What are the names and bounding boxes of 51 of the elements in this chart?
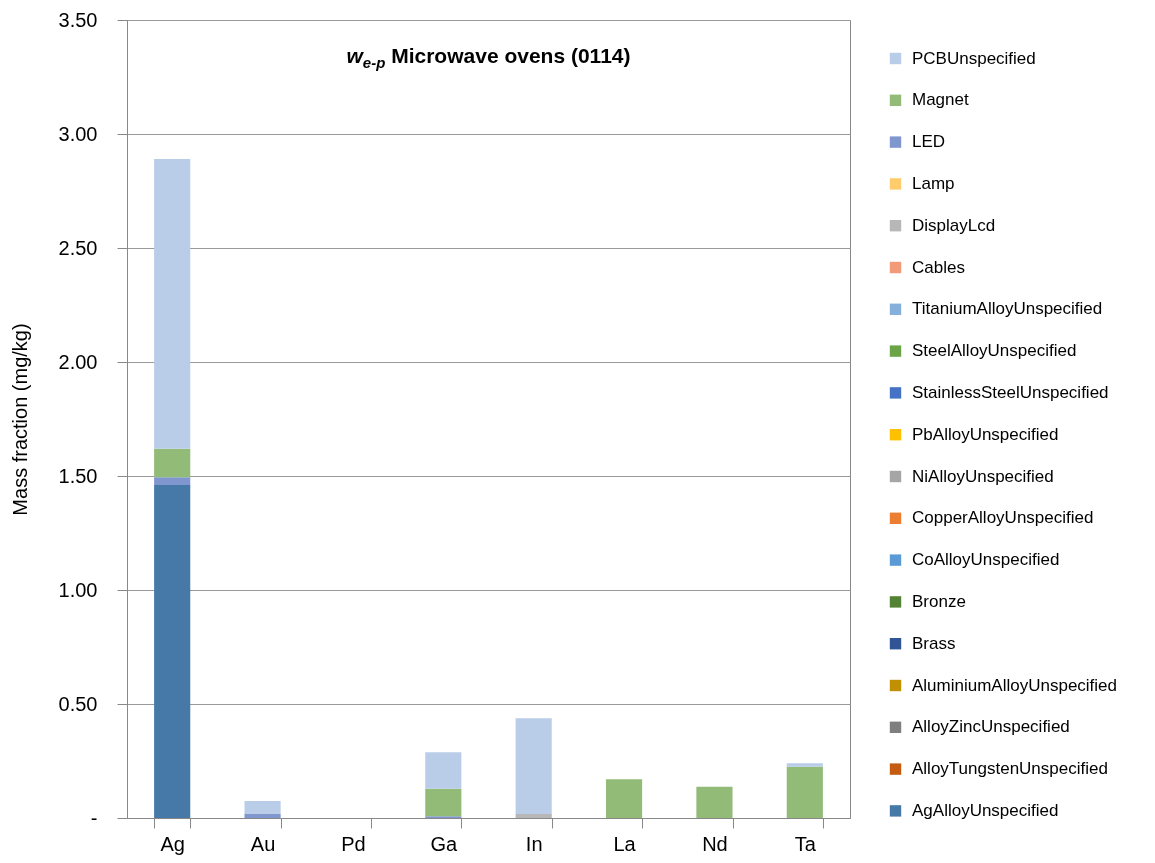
legend-label: Lamp <box>912 173 955 193</box>
legend-label: StainlessSteelUnspecified <box>912 382 1109 402</box>
legend-label: CopperAlloyUnspecified <box>912 508 1094 528</box>
text: w$_{e-p}$ Microwave ovens (0114) <box>345 44 632 72</box>
legend-label: Bronze <box>912 591 966 611</box>
x-tick-label: Pd <box>341 832 366 855</box>
y-tick-label: 3.50 <box>58 8 98 31</box>
legend-label: PbAlloyUnspecified <box>912 424 1059 444</box>
bar <box>515 813 552 818</box>
legend-label: LED <box>912 132 946 152</box>
bar <box>425 788 462 817</box>
y-tick-label: 2.00 <box>58 350 98 373</box>
legend-label: AlloyZincUnspecified <box>912 717 1070 737</box>
bar <box>154 485 191 818</box>
x-tick-label: Ag <box>160 832 185 855</box>
x-tick-label: Ta <box>794 832 817 855</box>
legend-label: Brass <box>912 633 956 653</box>
legend-label: CoAlloyUnspecified <box>912 550 1060 570</box>
x-tick-label: Au <box>250 832 276 855</box>
x-tick-label: La <box>613 832 637 855</box>
legend-label: DisplayLcd <box>912 215 996 235</box>
bar <box>786 766 823 818</box>
bar <box>154 159 191 449</box>
bar <box>425 752 462 789</box>
y-tick-label: - <box>90 806 98 829</box>
legend-label: NiAlloyUnspecified <box>912 466 1054 486</box>
legend-label: AgAlloyUnspecified <box>912 800 1059 820</box>
bar <box>786 763 823 767</box>
legend-label: AlloyTungstenUnspecified <box>912 759 1108 779</box>
bar <box>244 800 281 814</box>
legend-label: Cables <box>912 257 965 277</box>
y-axis-title: Mass fraction (mg/kg) <box>8 323 31 516</box>
bar <box>154 448 191 478</box>
legend-label: TitaniumAlloyUnspecified <box>912 299 1103 319</box>
legend-label: Magnet <box>912 90 969 110</box>
x-tick-label: Ga <box>430 832 459 855</box>
bar <box>154 477 191 486</box>
y-tick-label: 3.00 <box>58 122 98 145</box>
y-tick-label: 0.50 <box>58 692 98 715</box>
y-tick-label: 1.50 <box>58 464 98 487</box>
y-tick-label: 1.00 <box>58 578 98 601</box>
legend-label: SteelAlloyUnspecified <box>912 341 1077 361</box>
bar <box>696 786 733 818</box>
x-tick-label: In <box>525 832 543 855</box>
x-tick-label: Nd <box>702 832 728 855</box>
bar <box>605 779 643 818</box>
bar <box>515 718 552 814</box>
legend-label: AluminiumAlloyUnspecified <box>912 675 1118 695</box>
legend-label: PCBUnspecified <box>912 48 1036 68</box>
bar <box>244 813 281 818</box>
y-tick-label: 2.50 <box>58 236 98 259</box>
